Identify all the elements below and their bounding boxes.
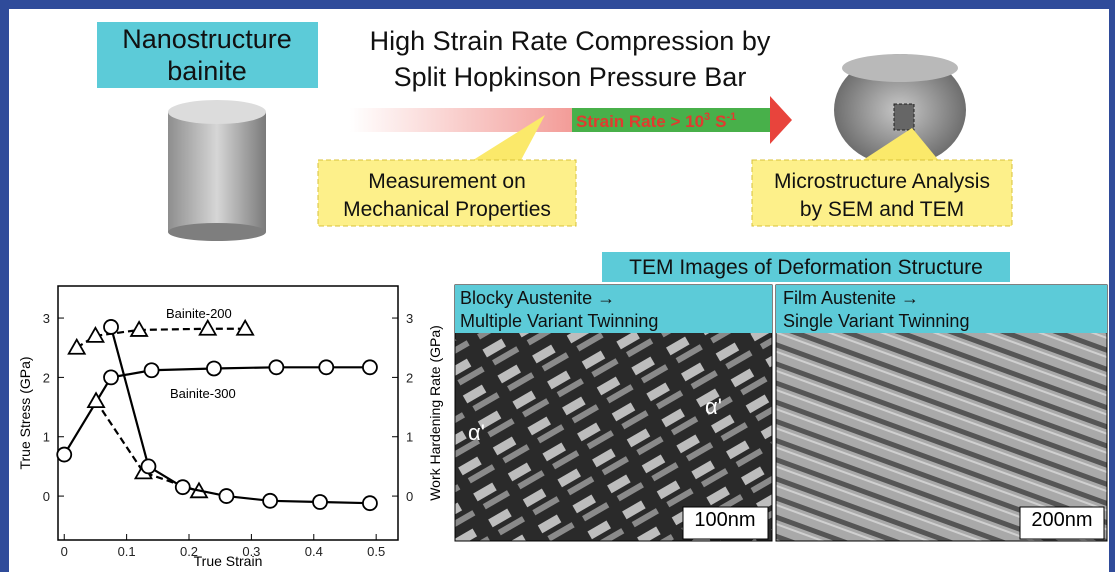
marker [57, 448, 71, 462]
page: Nanostructure bainite High Strain Rate C… [0, 0, 1115, 577]
callout-text: Mechanical Properties [343, 198, 551, 221]
marker [219, 489, 233, 503]
scale-bar: 200nm [1031, 509, 1092, 531]
graphical-abstract: Nanostructure bainite High Strain Rate C… [0, 0, 1115, 572]
callout-text: by SEM and TEM [800, 198, 964, 221]
phase-label: α' [468, 420, 485, 445]
x-tick-label: 0.4 [305, 544, 323, 559]
tem-title: TEM Images of Deformation Structure [629, 256, 983, 279]
x-tick-label: 0.3 [242, 544, 260, 559]
marker [176, 480, 190, 494]
frame-top [0, 0, 1115, 9]
marker [269, 360, 283, 374]
annotation: Bainite-300 [170, 386, 236, 401]
tem-label: Blocky Austenite → [460, 288, 615, 308]
chart-background [18, 282, 450, 572]
test-title: High Strain Rate Compression by [370, 26, 771, 56]
strain-rate-text: Strain Rate > 10 [576, 112, 704, 131]
y-tick-label: 2 [43, 370, 50, 385]
marker [104, 370, 118, 384]
y-tick-label: 1 [43, 430, 50, 445]
strain-rate-unit-exp: -1 [727, 111, 737, 123]
phase-label: α' [705, 394, 722, 419]
y2-tick-label: 1 [406, 430, 413, 445]
tem-label: Multiple Variant Twinning [460, 311, 658, 331]
tem-label: Film Austenite → [783, 288, 919, 308]
y2-tick-label: 0 [406, 489, 413, 504]
y2-tick-label: 3 [406, 311, 413, 326]
marker [263, 494, 277, 508]
y-axis-label: True Stress (GPa) [17, 356, 33, 469]
marker [104, 320, 118, 334]
frame-right [1109, 0, 1115, 572]
scale-bar: 100nm [694, 509, 755, 531]
cylinder [168, 100, 266, 241]
annotation: Bainite-200 [166, 306, 232, 321]
callout-text: Microstructure Analysis [774, 170, 990, 193]
sample-label: Nanostructure [122, 24, 292, 54]
callout-text: Measurement on [368, 170, 526, 193]
strain-rate-exp: 3 [704, 111, 710, 123]
strain-rate-unit: S [715, 112, 726, 131]
marker [207, 361, 221, 375]
y-tick-label: 3 [43, 311, 50, 326]
marker [363, 360, 377, 374]
tem-label: Single Variant Twinning [783, 311, 969, 331]
marker [145, 363, 159, 377]
marker [319, 360, 333, 374]
y2-axis-label: Work Hardening Rate (GPa) [427, 325, 443, 501]
y2-tick-label: 2 [406, 370, 413, 385]
test-title: Split Hopkinson Pressure Bar [394, 62, 747, 92]
marker [141, 459, 155, 473]
frame-left [0, 0, 9, 572]
sample-label: bainite [167, 56, 247, 86]
x-tick-label: 0.1 [118, 544, 136, 559]
x-tick-label: 0.5 [367, 544, 385, 559]
x-tick-label: 0 [61, 544, 68, 559]
y-tick-label: 0 [43, 489, 50, 504]
marker [363, 496, 377, 510]
x-tick-label: 0.2 [180, 544, 198, 559]
marker [313, 495, 327, 509]
